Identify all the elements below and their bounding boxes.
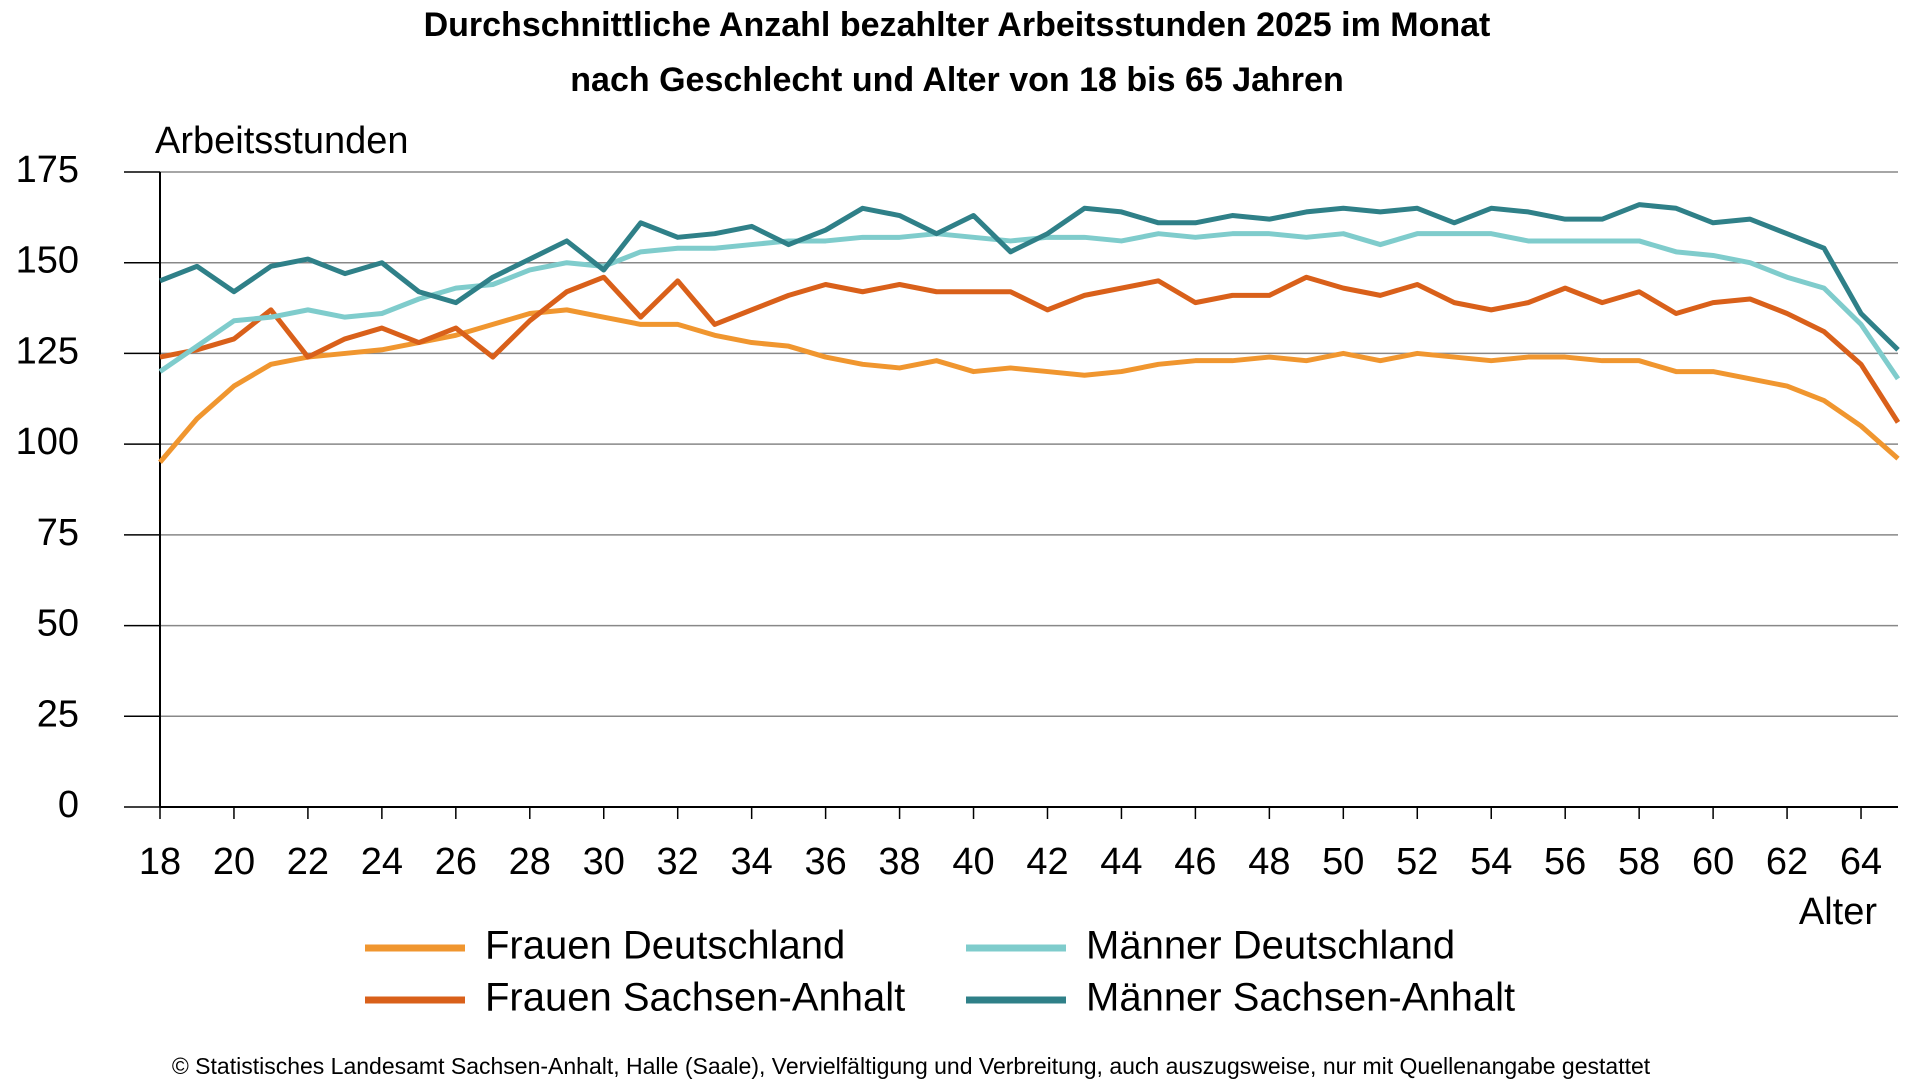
y-tick-label: 150 xyxy=(16,240,79,282)
x-tick-label: 30 xyxy=(583,841,625,883)
x-tick-label: 42 xyxy=(1026,841,1068,883)
x-axis-label: Alter xyxy=(1799,891,1877,933)
x-tick-label: 22 xyxy=(287,841,329,883)
x-tick-label: 48 xyxy=(1248,841,1290,883)
legend-label: Männer Deutschland xyxy=(1086,924,1455,968)
series-line xyxy=(158,231,1901,381)
legend-label: Männer Sachsen-Anhalt xyxy=(1086,976,1515,1020)
y-tick-label: 175 xyxy=(16,149,79,191)
x-tick-label: 40 xyxy=(952,841,994,883)
x-tick-label: 52 xyxy=(1396,841,1438,883)
y-tick-label: 50 xyxy=(37,603,79,645)
chart-title: Durchschnittliche Anzahl bezahlter Arbei… xyxy=(424,6,1491,44)
series-line xyxy=(159,202,1900,352)
x-tick-label: 54 xyxy=(1470,841,1512,883)
x-tick-label: 18 xyxy=(139,841,181,883)
footer: © Statistisches Landesamt Sachsen-Anhalt… xyxy=(172,1053,1651,1079)
chart-subtitle: nach Geschlecht und Alter von 18 bis 65 … xyxy=(570,61,1343,99)
x-tick-label: 32 xyxy=(657,841,699,883)
legend-label: Frauen Sachsen-Anhalt xyxy=(485,976,905,1020)
series-line xyxy=(159,274,1901,424)
x-tick-label: 64 xyxy=(1840,841,1882,883)
series-line xyxy=(158,307,1900,464)
x-tick-label: 44 xyxy=(1100,841,1142,883)
y-tick-label: 125 xyxy=(16,330,79,372)
x-tick-label: 26 xyxy=(435,841,477,883)
y-tick-label: 0 xyxy=(58,784,79,826)
y-axis-label: Arbeitsstunden xyxy=(155,120,409,162)
y-tick-label: 75 xyxy=(37,512,79,554)
x-tick-label: 50 xyxy=(1322,841,1364,883)
x-tick-label: 24 xyxy=(361,841,403,883)
x-tick-label: 60 xyxy=(1692,841,1734,883)
x-tick-label: 38 xyxy=(878,841,920,883)
x-tick-label: 46 xyxy=(1174,841,1216,883)
x-tick-label: 20 xyxy=(213,841,255,883)
y-tick-label: 25 xyxy=(37,693,79,735)
x-tick-label: 36 xyxy=(804,841,846,883)
x-tick-label: 56 xyxy=(1544,841,1586,883)
x-tick-label: 58 xyxy=(1618,841,1660,883)
x-tick-label: 28 xyxy=(509,841,551,883)
x-tick-label: 34 xyxy=(731,841,773,883)
y-tick-label: 100 xyxy=(16,421,79,463)
x-tick-label: 62 xyxy=(1766,841,1808,883)
legend-label: Frauen Deutschland xyxy=(485,924,845,968)
